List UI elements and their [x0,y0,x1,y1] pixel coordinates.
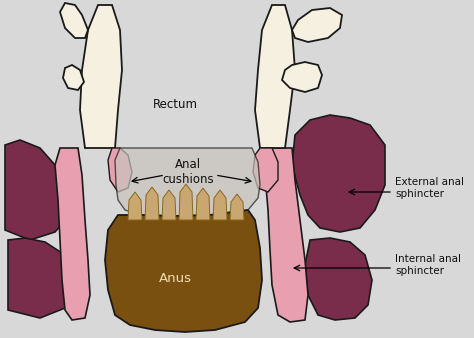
Text: Internal anal
sphincter: Internal anal sphincter [395,254,461,276]
Polygon shape [292,8,342,42]
Polygon shape [253,148,278,192]
Polygon shape [213,190,227,220]
Polygon shape [145,187,159,220]
Text: Anal
cushions: Anal cushions [162,158,214,186]
Text: Anus: Anus [158,271,191,285]
Polygon shape [105,210,262,332]
Polygon shape [108,148,132,192]
Polygon shape [8,238,75,318]
Polygon shape [282,62,322,92]
Polygon shape [265,148,308,322]
Polygon shape [179,184,193,220]
Polygon shape [292,115,385,232]
Polygon shape [80,5,122,148]
Polygon shape [162,190,176,220]
Polygon shape [305,238,372,320]
Polygon shape [55,148,90,320]
Polygon shape [115,148,260,216]
Text: Rectum: Rectum [153,98,198,112]
Polygon shape [196,188,210,220]
Polygon shape [255,5,295,148]
Polygon shape [5,140,70,240]
Polygon shape [128,192,142,220]
Polygon shape [230,194,244,220]
Text: External anal
sphincter: External anal sphincter [395,177,464,199]
Polygon shape [60,3,88,38]
Polygon shape [63,65,84,90]
